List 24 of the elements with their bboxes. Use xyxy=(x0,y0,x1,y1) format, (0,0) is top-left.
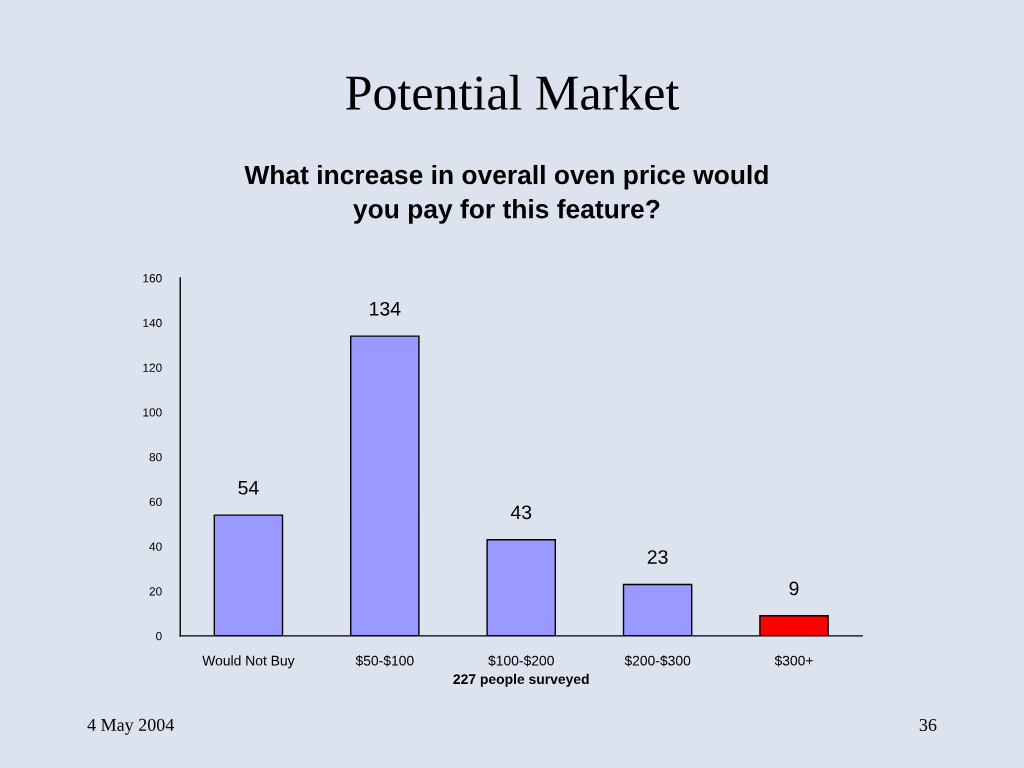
data-label: 134 xyxy=(370,301,401,316)
x-tick-label: $100-$200 xyxy=(488,655,554,667)
y-tick-label: 160 xyxy=(143,274,162,283)
data-label: 54 xyxy=(238,481,259,495)
x-tick-label: Would Not Buy xyxy=(202,655,295,669)
y-tick-label: 20 xyxy=(149,587,162,596)
x-tick-label: $50-$100 xyxy=(355,655,414,667)
data-label: 23 xyxy=(647,550,668,564)
text: 36 xyxy=(919,718,937,732)
y-tick-label: 80 xyxy=(149,452,162,462)
y-tick-label: 120 xyxy=(143,363,162,372)
x-tick-label: $200-$300 xyxy=(624,655,691,667)
y-tick-label: 40 xyxy=(149,542,162,551)
text: 4 May 2004 xyxy=(87,718,175,735)
chart-subtitle: What increase in overall oven price would you pay for this feature? xyxy=(244,164,768,224)
y-tick-label: 140 xyxy=(143,318,162,328)
y-tick-label: 0 xyxy=(156,631,162,641)
data-label: 9 xyxy=(789,581,799,596)
data-label: 43 xyxy=(510,505,532,520)
x-tick-label: $300+ xyxy=(774,655,813,667)
x-axis-title: 227 people surveyed xyxy=(453,673,589,687)
y-tick-label: 60 xyxy=(149,497,162,507)
chart-title: Potential Market xyxy=(346,74,680,111)
y-tick-label: 100 xyxy=(143,408,162,417)
